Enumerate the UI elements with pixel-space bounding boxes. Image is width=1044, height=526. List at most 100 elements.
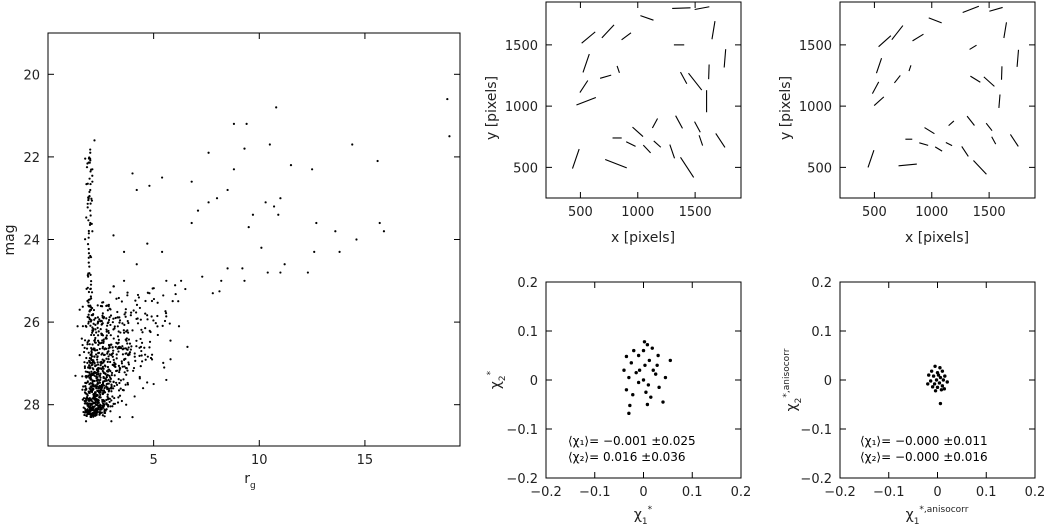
whisker-segment <box>966 115 975 126</box>
data-point <box>931 374 936 378</box>
data-point <box>245 122 248 125</box>
data-point <box>95 398 99 401</box>
data-point <box>99 405 102 408</box>
data-point <box>146 291 149 294</box>
data-point <box>150 315 153 318</box>
data-point <box>81 375 84 378</box>
data-point <box>93 339 96 342</box>
data-point <box>88 156 91 159</box>
data-point <box>941 378 946 382</box>
data-point <box>115 357 118 360</box>
chi-scatter-panel-anisocorr: χ2*,anisocorr χ1*,anisocorr ⟨χ₁⟩= −0.000… <box>782 276 1044 526</box>
data-point <box>87 261 90 264</box>
data-point <box>146 314 149 317</box>
data-point <box>125 403 128 406</box>
data-point <box>87 236 90 239</box>
data-point <box>207 151 210 154</box>
data-point <box>87 390 90 393</box>
data-point <box>91 331 94 334</box>
data-point <box>636 380 641 385</box>
data-point <box>99 361 102 364</box>
data-point <box>89 287 92 290</box>
data-point <box>100 367 103 371</box>
data-point <box>87 320 90 323</box>
x-tick-label: 0 <box>933 485 941 500</box>
data-point <box>84 385 87 388</box>
data-point <box>148 346 151 349</box>
data-point <box>116 316 119 319</box>
data-point <box>130 345 133 348</box>
data-point <box>338 250 341 253</box>
data-point <box>139 318 142 321</box>
data-point <box>279 197 282 200</box>
data-point <box>96 361 99 364</box>
data-point <box>87 351 90 354</box>
x-axis-label-main: χ <box>634 507 642 523</box>
data-point <box>140 341 144 344</box>
data-point <box>152 287 155 290</box>
data-point <box>85 356 88 360</box>
data-point <box>938 375 943 380</box>
data-point <box>160 176 164 179</box>
data-point <box>97 343 100 346</box>
x-axis-label-sub: 1 <box>914 517 920 526</box>
data-point <box>101 369 104 373</box>
data-point <box>97 363 100 366</box>
data-point <box>634 370 638 375</box>
data-point <box>134 359 137 362</box>
whisker-segment <box>1016 49 1020 67</box>
data-point <box>133 352 136 355</box>
data-point <box>161 324 164 328</box>
data-point <box>622 368 626 372</box>
data-point <box>311 168 314 171</box>
x-tick-label: 1500 <box>679 205 712 220</box>
data-point <box>128 353 131 356</box>
data-point <box>81 398 84 401</box>
whisker-segment <box>893 75 901 84</box>
data-point <box>171 300 174 303</box>
data-point <box>99 391 102 394</box>
data-point <box>93 318 96 321</box>
x-tick-label: 500 <box>568 205 593 220</box>
data-point <box>120 399 123 403</box>
data-point <box>117 296 120 300</box>
data-point <box>138 346 141 349</box>
data-point <box>637 368 642 372</box>
data-point <box>152 382 155 386</box>
data-point <box>83 346 86 349</box>
data-point <box>109 343 112 346</box>
whisker-segment <box>672 7 691 10</box>
data-point <box>646 383 651 387</box>
y-axis-label: mag <box>2 224 18 255</box>
data-point <box>141 331 144 334</box>
data-point <box>118 319 122 322</box>
whisker-segment <box>985 122 993 132</box>
data-point <box>111 405 114 408</box>
data-point <box>99 378 102 381</box>
x-tick-label: 0.1 <box>682 485 703 500</box>
data-point <box>92 327 95 330</box>
data-point <box>81 325 85 328</box>
whisker-segment <box>632 126 644 137</box>
data-point <box>87 232 90 235</box>
data-point <box>160 250 164 253</box>
data-point <box>87 290 91 294</box>
data-point <box>93 411 96 414</box>
data-point <box>124 308 127 311</box>
y-tick-label: −0.2 <box>506 472 538 487</box>
data-point <box>930 385 935 389</box>
whisker-segment <box>711 21 716 40</box>
data-point <box>129 314 132 317</box>
data-point <box>105 398 108 401</box>
y-axis-label: χ2* <box>486 370 508 389</box>
data-point <box>117 396 120 399</box>
data-point <box>113 384 116 388</box>
data-point <box>78 354 81 357</box>
data-point <box>657 385 661 390</box>
data-point <box>89 151 92 154</box>
data-point <box>119 367 122 370</box>
whisker-segment <box>653 140 662 148</box>
data-point <box>108 380 111 383</box>
data-point <box>126 329 129 332</box>
data-point <box>85 402 88 405</box>
